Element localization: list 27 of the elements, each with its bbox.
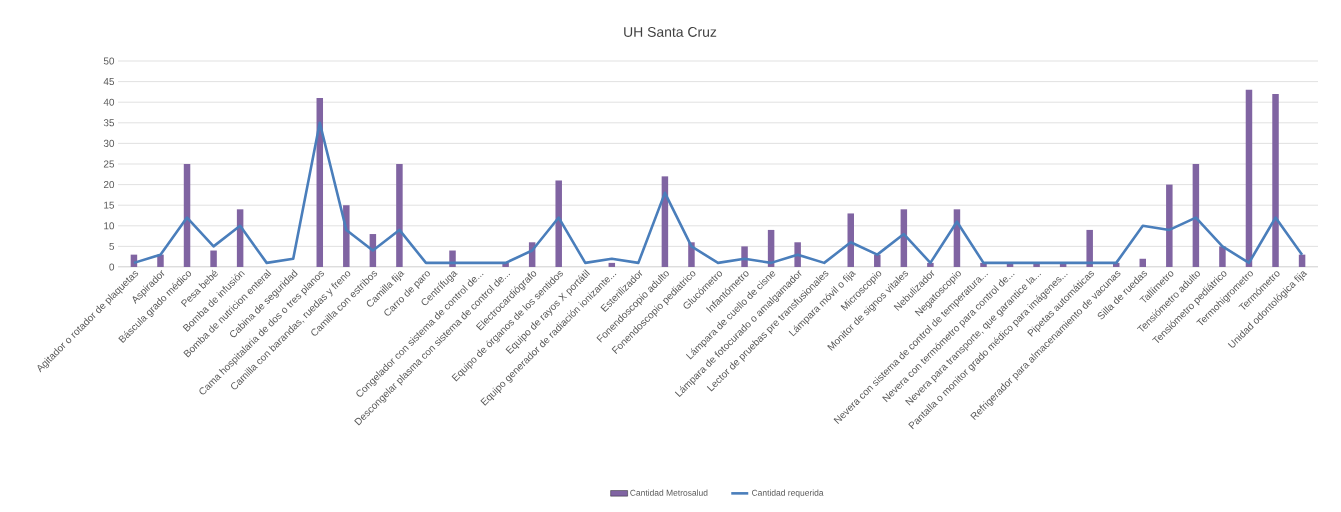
bar [1272,93,1279,267]
y-tick-label: 5 [109,242,115,250]
y-tick-label: 0 [109,263,115,271]
bar [1086,229,1093,267]
bar [1219,246,1226,267]
y-tick-label: 50 [103,57,115,65]
y-tick-label: 20 [103,181,115,189]
y-tick-label: 25 [103,160,115,168]
y-tick-label: 15 [104,201,115,209]
bar [396,164,403,267]
legend-label: Cantidad Metrosalud [630,489,708,496]
y-tick-label: 40 [103,98,115,106]
bar [555,180,562,267]
bar [1166,184,1173,267]
y-tick-label: 10 [104,222,115,230]
bar [927,262,934,267]
y-tick-label: 35 [103,119,115,127]
y-tick-label: 30 [103,139,115,147]
y-tick-label: 45 [103,78,115,86]
legend-label: Cantidad requerida [751,489,824,498]
bar [210,250,217,267]
bar [847,213,854,267]
bar [157,254,164,267]
bar [1298,254,1306,267]
bar [874,254,881,267]
chart-title: UH Santa Cruz [624,27,717,37]
bar [1245,89,1253,267]
